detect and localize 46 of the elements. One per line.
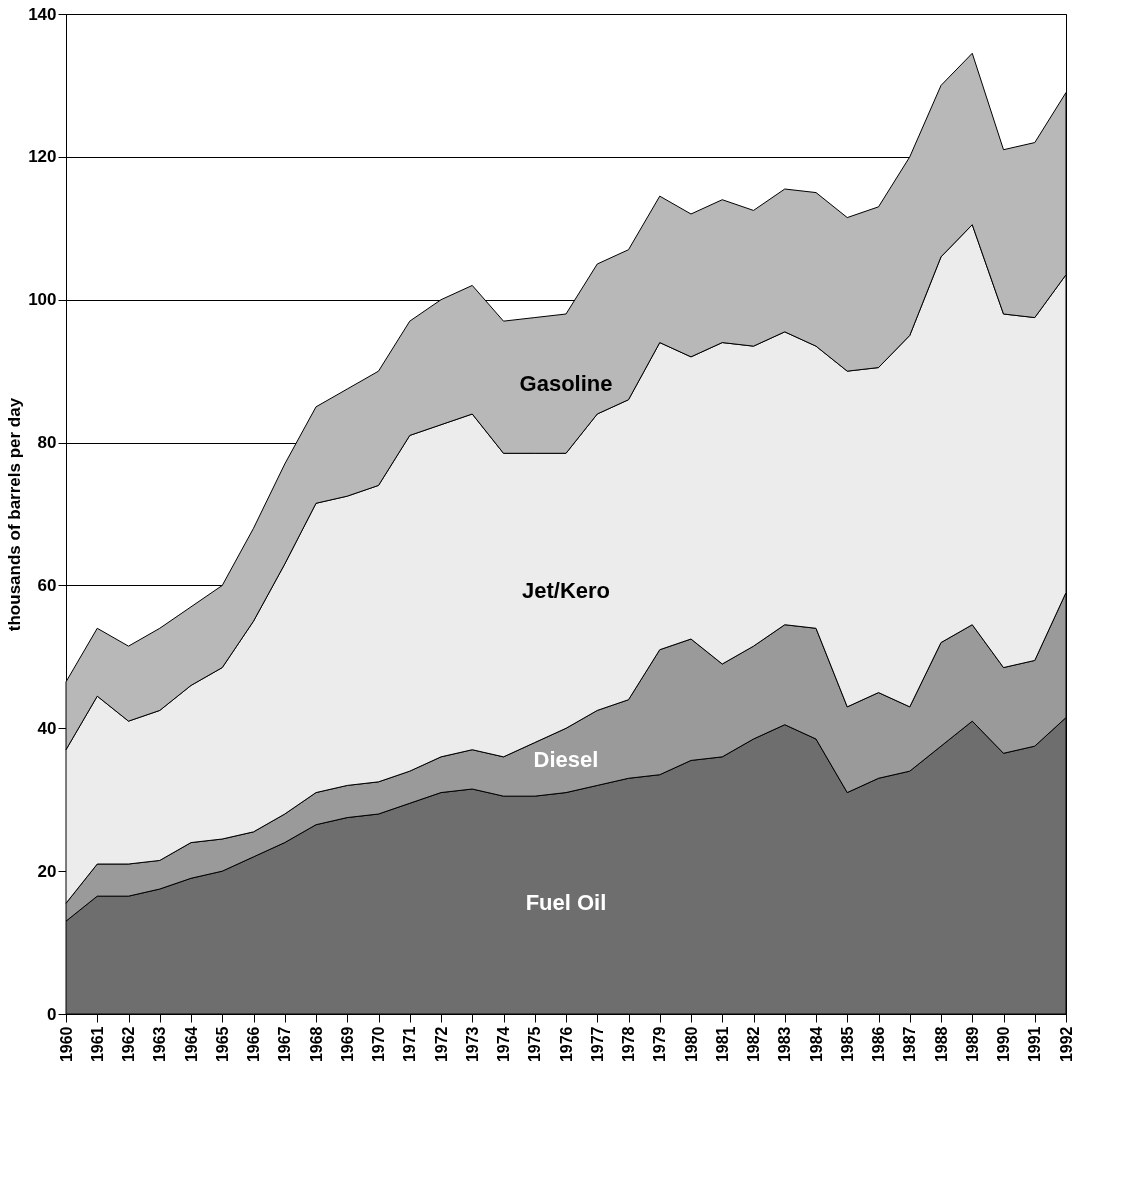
x-tick-label: 1969 — [338, 1026, 356, 1063]
x-tick-label: 1973 — [463, 1026, 481, 1063]
x-tick-label: 1983 — [776, 1026, 794, 1063]
y-tick-label: 80 — [37, 433, 57, 453]
y-axis-title: thousands of barrels per day — [5, 397, 25, 632]
x-tick-label: 1987 — [901, 1026, 919, 1063]
x-tick-label: 1984 — [807, 1026, 825, 1063]
x-tick-label: 1992 — [1057, 1026, 1075, 1063]
x-tick-label: 1968 — [307, 1026, 325, 1063]
y-tick-label: 140 — [28, 4, 57, 24]
x-tick-label: 1990 — [995, 1026, 1012, 1063]
x-tick-label: 1977 — [588, 1026, 606, 1063]
x-tick-label: 1989 — [963, 1026, 981, 1063]
x-tick-label: 1980 — [682, 1026, 700, 1063]
y-tick-label: 100 — [28, 290, 57, 310]
x-tick-label: 1991 — [1026, 1026, 1044, 1063]
x-tick-label: 1966 — [245, 1026, 262, 1063]
x-tick-label: 1961 — [88, 1026, 106, 1063]
x-tick-label: 1988 — [932, 1026, 950, 1063]
x-tick-label: 1975 — [526, 1026, 544, 1063]
x-tick-label: 1962 — [120, 1026, 137, 1063]
x-tick-label: 1965 — [213, 1026, 231, 1063]
series-label: Fuel Oil — [525, 890, 607, 916]
y-tick-label: 20 — [37, 861, 57, 881]
series-label: Gasoline — [519, 370, 613, 396]
y-tick-label: 60 — [37, 575, 57, 595]
x-tick-label: 1974 — [495, 1026, 512, 1063]
x-tick-label: 1985 — [838, 1026, 856, 1063]
x-tick-label: 1986 — [870, 1026, 887, 1063]
x-tick-label: 1979 — [651, 1026, 669, 1063]
y-tick-label: 40 — [37, 718, 57, 738]
x-tick-label: 1964 — [182, 1026, 200, 1063]
series-label: Diesel — [533, 747, 599, 773]
x-tick-label: 1978 — [620, 1026, 637, 1063]
series-label: Jet/Kero — [521, 577, 611, 603]
y-tick-label: 0 — [47, 1004, 57, 1024]
x-tick-label: 1976 — [557, 1026, 575, 1063]
x-tick-label: 1972 — [432, 1026, 450, 1063]
x-tick-label: 1970 — [370, 1026, 387, 1063]
y-tick-label: 120 — [28, 147, 57, 167]
x-tick-label: 1982 — [745, 1026, 762, 1063]
x-tick-label: 1963 — [151, 1026, 169, 1063]
x-tick-label: 1981 — [713, 1026, 731, 1063]
x-tick-label: 1960 — [57, 1026, 75, 1063]
x-tick-label: 1971 — [401, 1026, 419, 1063]
x-tick-label: 1967 — [276, 1026, 294, 1063]
